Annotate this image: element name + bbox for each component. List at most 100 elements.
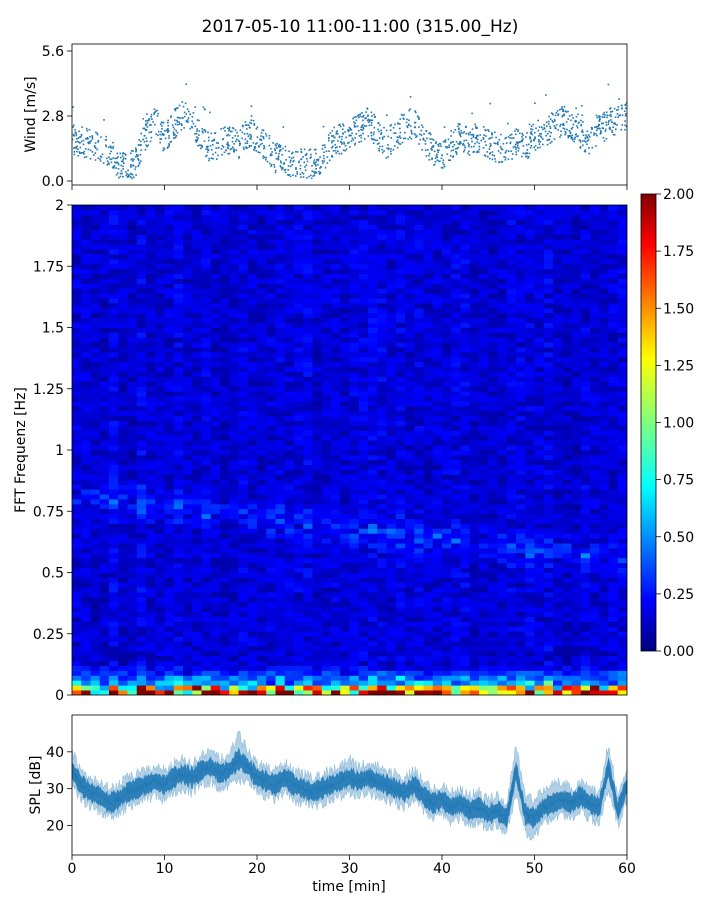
wind-point: [135, 174, 137, 176]
heatmap-cell: [248, 607, 258, 612]
heatmap-cell: [313, 661, 323, 666]
heatmap-cell: [359, 440, 369, 445]
heatmap-cell: [303, 342, 313, 347]
heatmap-cell: [72, 205, 82, 210]
wind-point: [417, 116, 419, 118]
heatmap-cell: [109, 357, 119, 362]
heatmap-cell: [202, 636, 212, 641]
heatmap-cell: [276, 656, 286, 661]
heatmap-cell: [128, 626, 138, 631]
wind-point: [176, 135, 178, 137]
heatmap-cell: [239, 254, 249, 259]
heatmap-cell: [322, 460, 332, 465]
heatmap-cell: [91, 607, 101, 612]
heatmap-cell: [359, 460, 369, 465]
wind-point: [574, 138, 576, 140]
heatmap-cell: [109, 504, 119, 509]
heatmap-cell: [285, 298, 295, 303]
wind-point: [543, 124, 545, 126]
heatmap-cell: [192, 548, 202, 553]
heatmap-cell: [303, 460, 313, 465]
heatmap-cell: [81, 592, 91, 597]
heatmap-cell: [313, 675, 323, 680]
wind-point: [355, 143, 357, 145]
wind-point: [163, 122, 165, 124]
heatmap-cell: [257, 548, 267, 553]
heatmap-cell: [211, 675, 221, 680]
wind-point: [451, 150, 453, 152]
heatmap-cell: [377, 421, 387, 426]
heatmap-cell: [368, 332, 378, 337]
heatmap-cell: [377, 347, 387, 352]
wind-point: [470, 134, 472, 136]
wind-point: [511, 150, 513, 152]
heatmap-cell: [294, 362, 304, 367]
heatmap-cell: [294, 283, 304, 288]
wind-point: [393, 132, 395, 134]
heatmap-cell: [72, 450, 82, 455]
heatmap-cell: [202, 577, 212, 582]
heatmap-cell: [266, 337, 276, 342]
wind-y-tick-label: 0.0: [42, 174, 64, 190]
wind-point: [227, 142, 229, 144]
wind-point: [621, 105, 623, 107]
heatmap-cell: [118, 239, 128, 244]
heatmap-cell: [350, 249, 360, 254]
heatmap-cell: [322, 479, 332, 484]
heatmap-cell: [239, 607, 249, 612]
heatmap-cell: [91, 337, 101, 342]
heatmap-cell: [359, 328, 369, 333]
wind-point: [194, 126, 196, 128]
wind-point: [508, 150, 510, 152]
heatmap-cell: [340, 426, 350, 431]
heatmap-cell: [266, 597, 276, 602]
heatmap-cell: [109, 416, 119, 421]
wind-point: [450, 130, 452, 132]
heatmap-cell: [91, 675, 101, 680]
heatmap-cell: [248, 367, 258, 372]
heatmap-cell: [294, 568, 304, 573]
heatmap-cell: [359, 426, 369, 431]
heatmap-cell: [229, 597, 239, 602]
heatmap-cell: [377, 626, 387, 631]
wind-point: [215, 132, 217, 134]
heatmap-cell: [359, 386, 369, 391]
heatmap-cell: [137, 435, 147, 440]
wind-point: [332, 130, 334, 132]
heatmap-cell: [137, 367, 147, 372]
heatmap-cell: [303, 357, 313, 362]
wind-point: [370, 132, 372, 134]
wind-point: [421, 149, 423, 151]
heatmap-cell: [276, 450, 286, 455]
heatmap-cell: [368, 426, 378, 431]
wind-point: [328, 134, 330, 136]
heatmap-cell: [248, 641, 258, 646]
heatmap-cell: [192, 328, 202, 333]
wind-point: [74, 154, 76, 156]
heatmap-cell: [377, 435, 387, 440]
heatmap-cell: [165, 337, 175, 342]
heatmap-cell: [146, 411, 156, 416]
wind-point: [188, 117, 190, 119]
heatmap-cell: [285, 347, 295, 352]
wind-point: [398, 137, 400, 139]
wind-point: [390, 153, 392, 155]
heatmap-cell: [155, 680, 165, 685]
heatmap-cell: [165, 573, 175, 578]
heatmap-cell: [128, 597, 138, 602]
heatmap-cell: [331, 573, 341, 578]
heatmap-cell: [137, 234, 147, 239]
heatmap-cell: [211, 313, 221, 318]
wind-point: [559, 136, 561, 138]
wind-point: [322, 145, 324, 147]
heatmap-cell: [313, 622, 323, 627]
wind-point: [426, 155, 428, 157]
heatmap-cell: [359, 264, 369, 269]
heatmap-cell: [91, 582, 101, 587]
heatmap-cell: [100, 607, 110, 612]
heatmap-cell: [276, 210, 286, 215]
heatmap-cell: [91, 288, 101, 293]
heatmap-cell: [220, 484, 230, 489]
heatmap-cell: [368, 455, 378, 460]
wind-point: [197, 119, 199, 121]
